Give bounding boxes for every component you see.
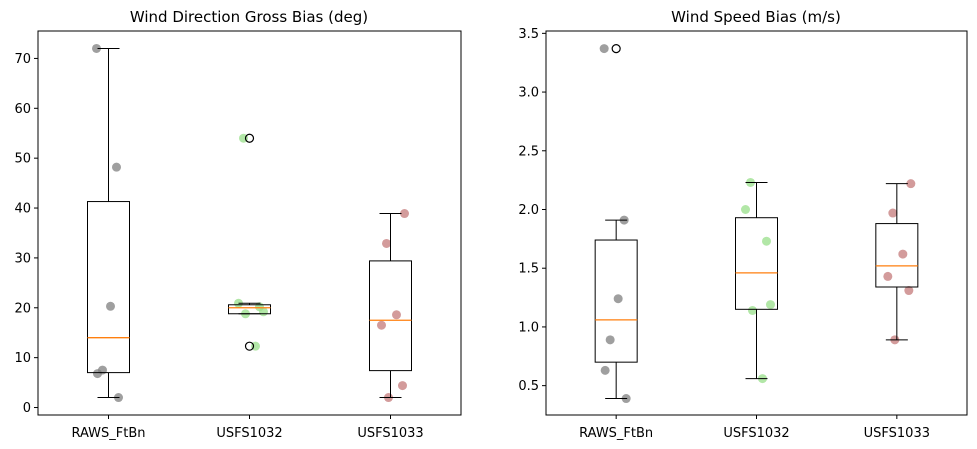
plot-area: 0.5 1.0 1.5 2.0 2.5 3.0 3.5 RAWS_FtBn USFS1032 US… <box>518 27 968 441</box>
y-tick-label: 1.5 <box>518 262 539 277</box>
y-tick-label: 0.5 <box>518 379 539 394</box>
y-tick-label: 70 <box>14 52 31 67</box>
data-point <box>377 320 386 330</box>
data-point <box>106 301 115 311</box>
data-point <box>906 179 916 189</box>
outlier-point <box>244 341 255 351</box>
plot-area: 0 10 20 30 40 50 60 70 RAWS_FtBn USFS1032 USFS1033 <box>14 30 462 441</box>
chart-title: Wind Speed Bias (m/s) <box>671 8 841 26</box>
data-point <box>766 300 775 310</box>
data-point <box>904 286 914 296</box>
outlier-point <box>611 44 621 54</box>
y-tick-label: 2.0 <box>518 203 539 218</box>
data-point <box>398 381 407 391</box>
box <box>87 201 130 374</box>
box <box>228 304 271 315</box>
data-point <box>92 43 101 53</box>
data-point <box>883 271 893 281</box>
data-point <box>392 310 401 320</box>
data-point <box>599 44 609 54</box>
x-tick-label: USFS1032 <box>216 426 282 441</box>
data-point <box>898 249 908 259</box>
chart-wind-direction: Wind Direction Gross Bias (deg) 0 10 20 30 4… <box>14 8 462 441</box>
axes-frame <box>37 30 462 416</box>
box <box>735 217 778 310</box>
data-point <box>259 307 268 317</box>
data-point <box>112 162 121 172</box>
box <box>875 223 919 288</box>
data-point <box>605 335 615 345</box>
y-tick-label: 20 <box>14 301 31 316</box>
data-point <box>613 294 623 304</box>
x-tick-label: USFS1033 <box>864 426 930 441</box>
x-tick-label: RAWS_FtBn <box>71 426 145 441</box>
y-tick-label: 50 <box>14 152 31 167</box>
data-point <box>400 209 409 219</box>
data-point <box>600 365 610 375</box>
box <box>594 239 638 363</box>
x-tick-label: USFS1033 <box>357 426 423 441</box>
y-tick-label: 60 <box>14 102 31 117</box>
x-tick-label: RAWS_FtBn <box>579 426 653 441</box>
y-tick-label: 3.5 <box>518 27 539 42</box>
data-point <box>748 305 757 315</box>
data-point <box>888 208 898 218</box>
y-tick-label: 40 <box>14 202 31 217</box>
y-tick-label: 30 <box>14 251 31 266</box>
data-point <box>741 204 750 214</box>
data-point <box>93 369 102 379</box>
y-tick-label: 2.5 <box>518 144 539 159</box>
outlier-point <box>244 133 255 143</box>
y-tick-label: 10 <box>14 351 31 366</box>
x-tick-label: USFS1032 <box>723 426 789 441</box>
y-tick-label: 3.0 <box>518 86 539 101</box>
data-point <box>762 236 771 246</box>
chart-wind-speed: Wind Speed Bias (m/s) 0.5 1.0 1.5 2.0 2.5 3.0… <box>518 8 968 441</box>
y-tick-label: 1.0 <box>518 320 539 335</box>
y-tick-label: 0 <box>23 401 31 416</box>
data-point <box>382 238 391 248</box>
box <box>369 260 412 372</box>
chart-title: Wind Direction Gross Bias (deg) <box>130 8 368 26</box>
